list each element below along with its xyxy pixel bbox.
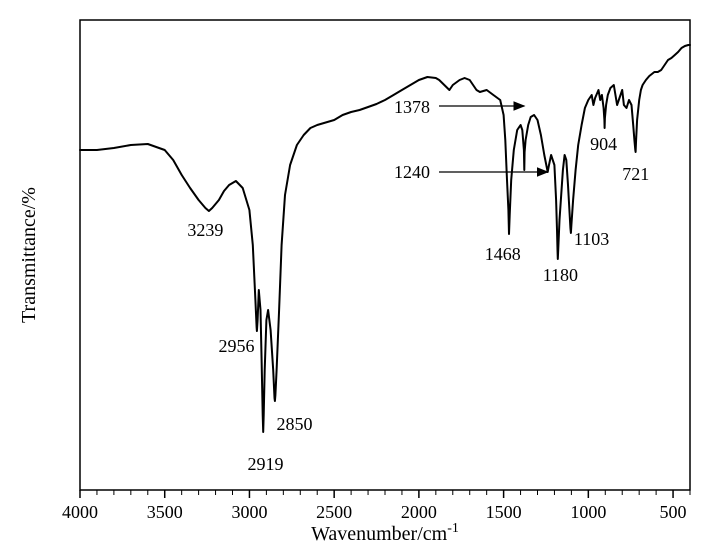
peak-label-721: 721 xyxy=(622,164,649,184)
chart-svg: 4000 3500 3000 2500 2000 1500 1000 500 Wavenumbe… xyxy=(0,0,712,552)
peak-label-2919: 2919 xyxy=(248,454,284,474)
peak-label-2956: 2956 xyxy=(219,336,255,356)
peak-label-1103: 1103 xyxy=(574,229,609,249)
x-tick-label: 2500 xyxy=(316,502,352,522)
x-axis-label: Wavenumber/cm-1 xyxy=(311,521,459,545)
x-tick-label: 3500 xyxy=(147,502,183,522)
peak-label-1180: 1180 xyxy=(543,265,578,285)
peak-label-1378: 1378 xyxy=(394,97,430,117)
peak-label-1240: 1240 xyxy=(394,162,430,182)
x-tick-label: 3000 xyxy=(231,502,267,522)
peak-label-1468: 1468 xyxy=(485,244,521,264)
peak-label-2850: 2850 xyxy=(277,414,313,434)
peak-label-3239: 3239 xyxy=(187,220,223,240)
ir-spectrum-chart: 4000 3500 3000 2500 2000 1500 1000 500 Wavenumbe… xyxy=(0,0,712,552)
x-tick-label: 4000 xyxy=(62,502,98,522)
x-tick-label: 500 xyxy=(660,502,687,522)
x-tick-label: 2000 xyxy=(401,502,437,522)
x-tick-label: 1500 xyxy=(486,502,522,522)
x-tick-label: 1000 xyxy=(570,502,606,522)
peak-label-904: 904 xyxy=(590,134,617,154)
y-axis-label: Transmittance/% xyxy=(18,187,40,323)
